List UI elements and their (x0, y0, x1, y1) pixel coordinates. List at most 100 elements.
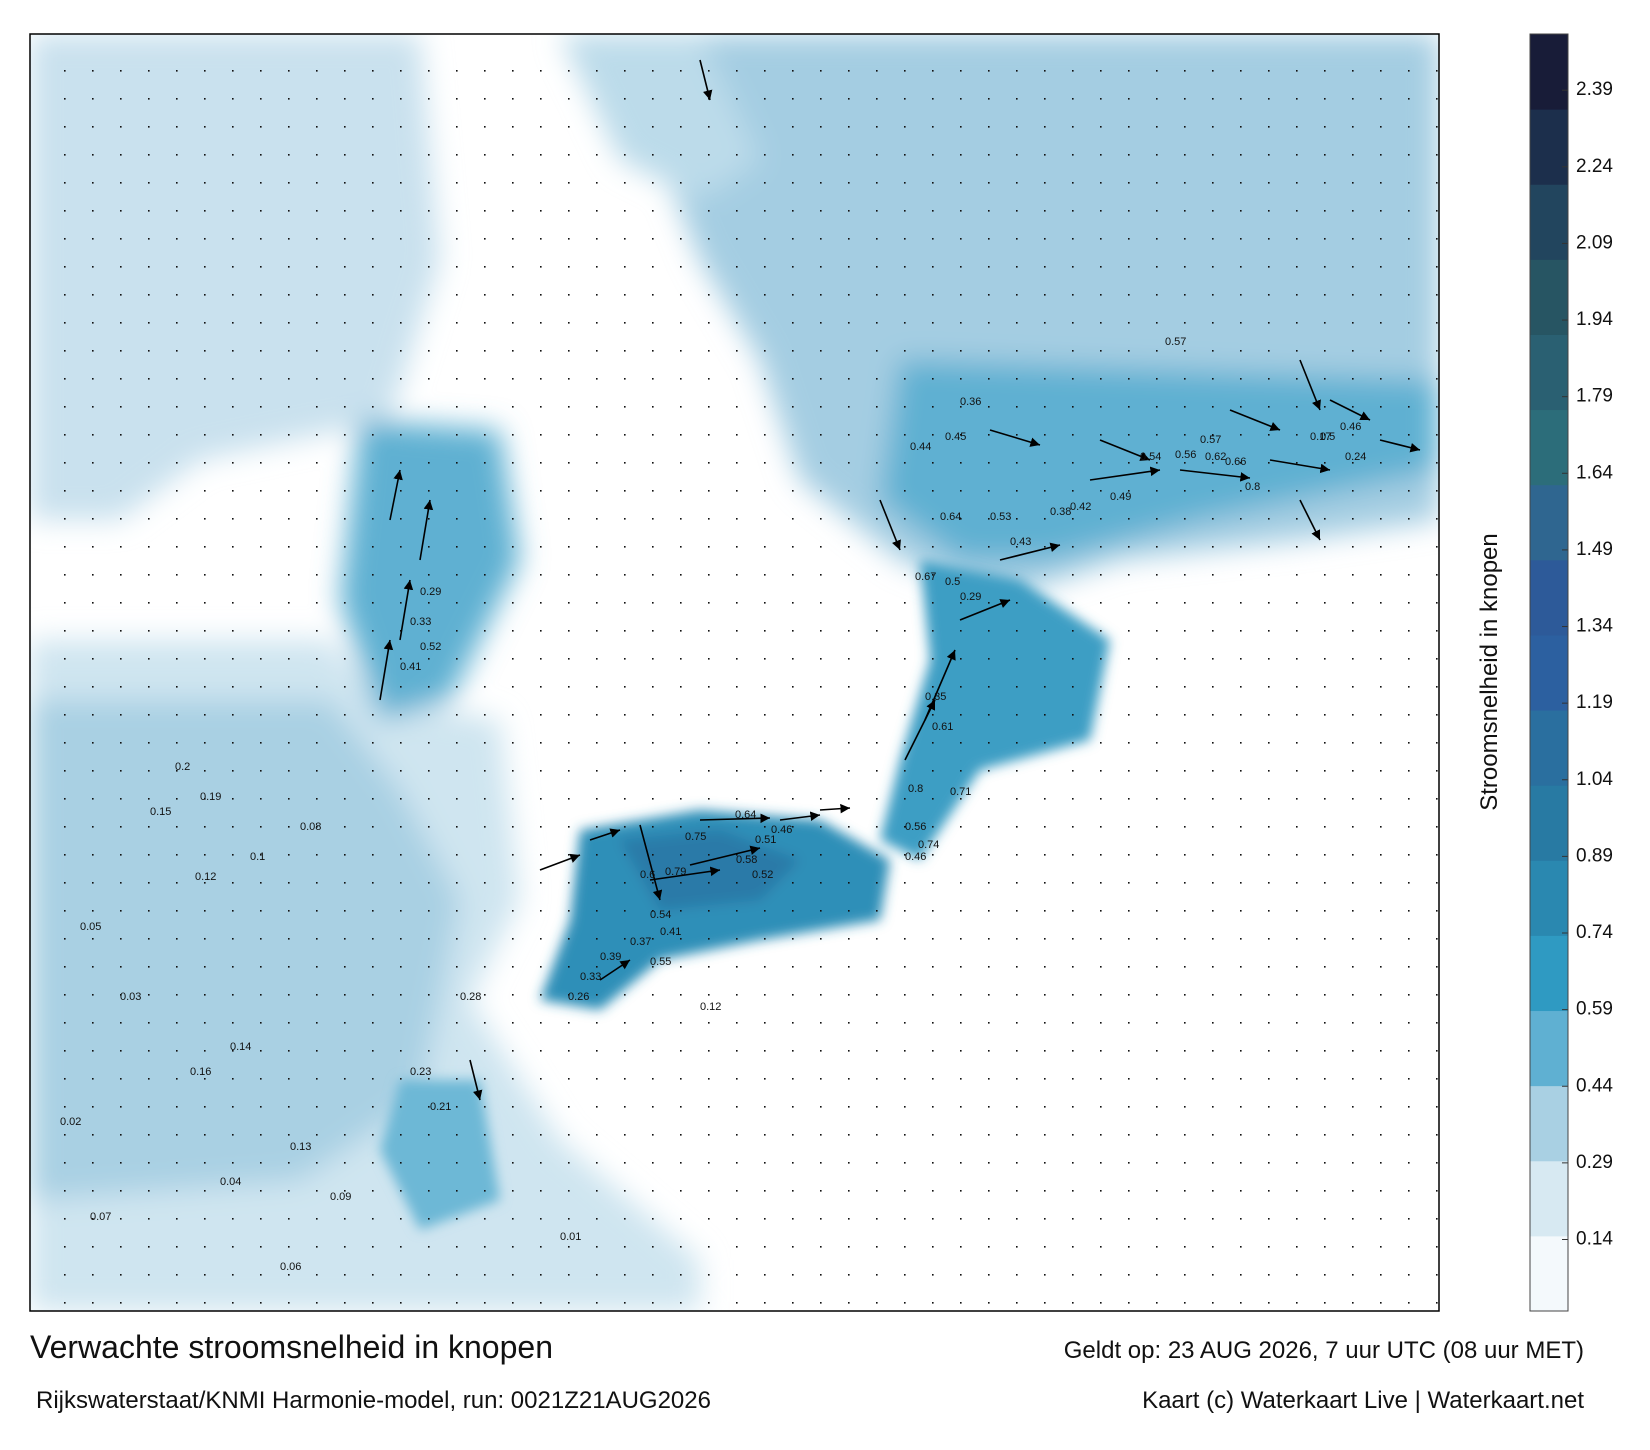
speed-label: 0.8 (908, 783, 923, 795)
speed-label: 0.43 (1010, 536, 1031, 548)
colorbar-tick-label: 0.59 (1576, 999, 1613, 1020)
colorbar-label: Stroomsnelheid in knopen (1476, 533, 1503, 811)
current-arrow (1299, 499, 1321, 541)
colorbar-tick-label: 0.29 (1576, 1152, 1613, 1173)
speed-label: 0.67 (915, 571, 936, 583)
speed-labels: 0.79 0.64 0.51 0.58 0.46 0.75 0.6 0.52 0.54 0.41 0… (60, 336, 1366, 1273)
speed-label: 0.6 (640, 869, 655, 881)
colorbar-tick-label: 1.04 (1576, 769, 1613, 790)
current-arrow (1329, 399, 1371, 421)
current-arrow (649, 866, 721, 881)
current-arrow (599, 959, 631, 981)
current-arrow (1379, 439, 1421, 453)
colorbar-band (1530, 1085, 1568, 1162)
current-arrow (699, 59, 713, 101)
speed-label: 0.28 (460, 991, 481, 1003)
speed-label: 0.52 (420, 641, 441, 653)
current-arrow (989, 429, 1041, 447)
subtitle: Rijkswaterstaat/KNMI Harmonie-model, run… (36, 1387, 711, 1414)
speed-label: 0.49 (1110, 491, 1131, 503)
speed-label: 0.52 (752, 869, 773, 881)
speed-label: 0.57 (1200, 434, 1221, 446)
speed-label: 0.79 (665, 866, 686, 878)
speed-label: 0.66 (1225, 456, 1246, 468)
current-arrow (1229, 409, 1281, 431)
current-arrow (779, 811, 821, 821)
colorbar-band (1530, 259, 1568, 335)
speed-label: 0.33 (410, 616, 431, 628)
speed-label: 0.57 (1165, 336, 1186, 348)
speed-label: 0.61 (932, 721, 953, 733)
colorbar-band (1530, 710, 1568, 786)
speed-label: 0.06 (280, 1261, 301, 1273)
current-arrow (999, 542, 1061, 561)
current-arrow (1299, 359, 1321, 411)
speed-label: 0.29 (420, 586, 441, 598)
speed-label: 0.55 (650, 956, 671, 968)
speed-label: 0.37 (630, 936, 651, 948)
current-arrow (399, 579, 414, 641)
speed-label: 0.54 (650, 909, 671, 921)
speed-label: 0.53 (990, 511, 1011, 523)
colorbar-band (1530, 559, 1568, 636)
speed-label: 0.46 (771, 824, 792, 836)
colorbar-band (1530, 1235, 1568, 1312)
colorbar-band (1530, 409, 1568, 486)
speed-label: 0.15 (150, 806, 171, 818)
current-arrow (699, 813, 771, 824)
speed-label: 0.23 (410, 1066, 431, 1078)
speed-label: 0.71 (950, 786, 971, 798)
sea-current-band (880, 360, 1439, 560)
colorbar: 0.14 0.29 0.44 0.59 0.74 0.89 1.04 1.19 1.34 1.49… (1530, 34, 1613, 1312)
map-area: 0.79 0.64 0.51 0.58 0.46 0.75 0.6 0.52 0.54 0.41 0… (30, 34, 1439, 1311)
speed-label: 0.09 (330, 1191, 351, 1203)
colorbar-tick-label: 2.09 (1576, 232, 1613, 253)
colorbar-tick-label: 2.24 (1576, 156, 1613, 177)
title: Verwachte stroomsnelheid in knopen (30, 1329, 553, 1365)
colorbar-band (1530, 184, 1568, 260)
speed-label: 0.44 (910, 441, 931, 453)
colorbar-tick-label: 1.19 (1576, 692, 1613, 713)
strait-north (880, 560, 1110, 860)
speed-label: 0.46 (905, 851, 926, 863)
speed-label: 0.04 (220, 1176, 241, 1188)
colorbar-tick-label: 0.89 (1576, 845, 1613, 866)
colorbar-band (1530, 785, 1568, 861)
current-arrow (1099, 439, 1151, 461)
current-arrow (639, 824, 663, 901)
colorbar-tick-label: 1.64 (1576, 462, 1613, 483)
speed-label: 0.05 (80, 921, 101, 933)
current-arrow (1179, 469, 1251, 482)
speed-label: 0.13 (290, 1141, 311, 1153)
colorbar-band (1530, 334, 1568, 411)
credit: Kaart (c) Waterkaart Live | Waterkaart.n… (1142, 1387, 1584, 1414)
speed-label: 0.41 (660, 926, 681, 938)
sea-north (560, 34, 760, 200)
colorbar-band (1530, 109, 1568, 185)
speed-label: 0.64 (940, 511, 961, 523)
speed-label: 0.56 (905, 821, 926, 833)
colorbar-band (1530, 634, 1568, 711)
current-arrow (959, 599, 1011, 621)
colorbar-band (1530, 1160, 1568, 1237)
colorbar-band (1530, 1010, 1568, 1087)
colorbar-tick-label: 1.94 (1576, 309, 1613, 330)
colorbar-tick-label: 1.34 (1576, 616, 1613, 637)
colorbar-tick-label: 1.79 (1576, 386, 1613, 407)
speed-label: 0.75 (685, 831, 706, 843)
colorbar-band (1530, 484, 1568, 561)
speed-label: 0.19 (200, 791, 221, 803)
current-arrow (389, 469, 403, 521)
speed-label: 0.58 (736, 854, 757, 866)
sea-shelf (30, 700, 460, 1200)
speed-label: 0.12 (195, 871, 216, 883)
current-arrow (1269, 459, 1331, 474)
speed-label: 0.07 (90, 1211, 111, 1223)
speed-label: 0.35 (925, 691, 946, 703)
speed-label: 0.01 (560, 1231, 581, 1243)
current-arrow (819, 803, 851, 814)
speed-label: 0.21 (430, 1101, 451, 1113)
speed-label: 0.54 (1140, 451, 1161, 463)
colorbar-tick-label: 1.49 (1576, 539, 1613, 560)
